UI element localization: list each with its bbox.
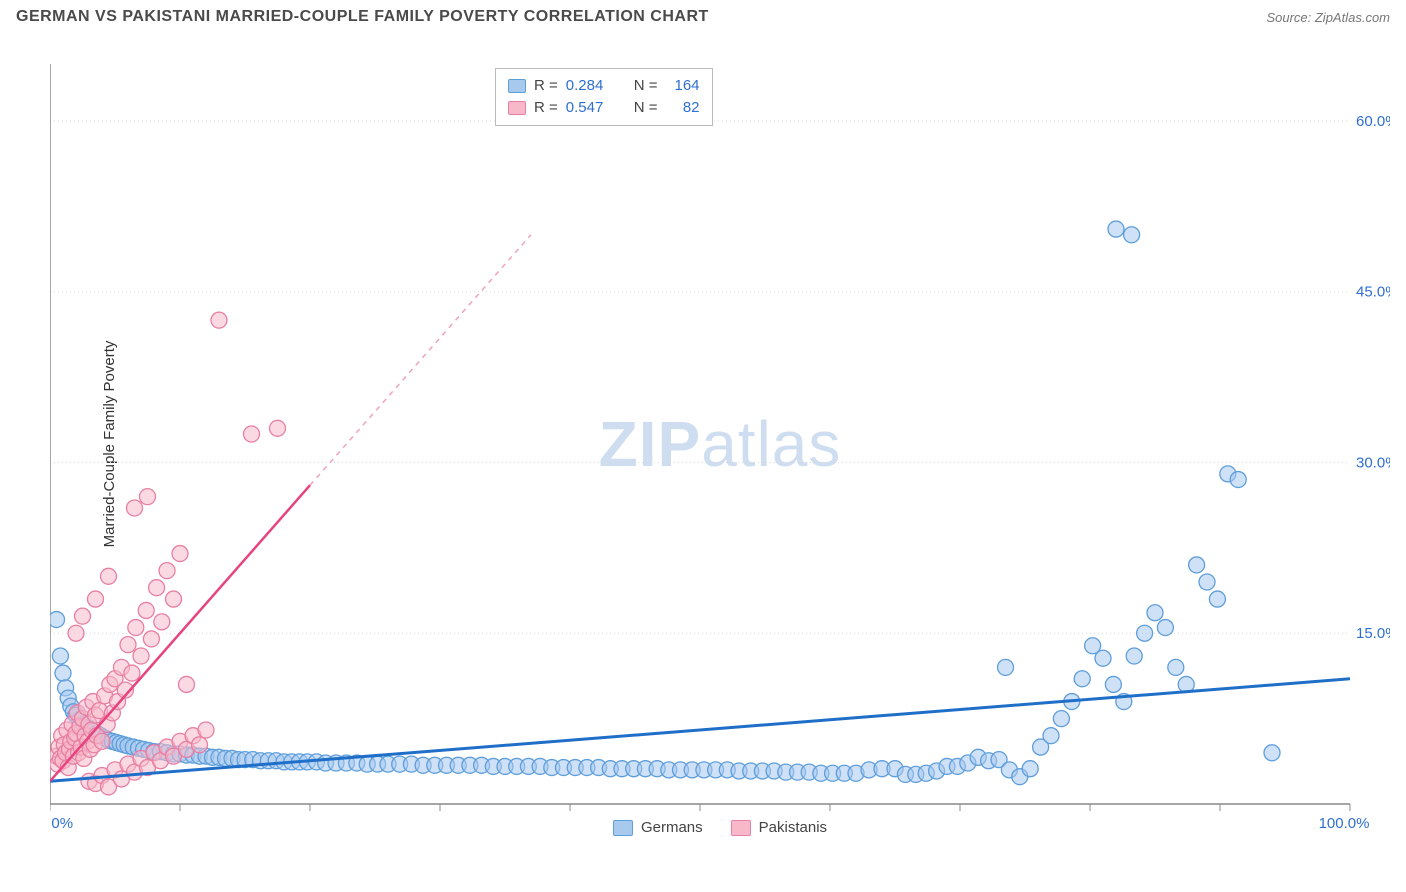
y-tick-label: 30.0%: [1356, 454, 1390, 471]
data-point: [94, 733, 110, 749]
legend-r-label: R =: [534, 75, 558, 97]
data-point: [128, 620, 144, 636]
legend-r-value: 0.547: [566, 97, 616, 119]
data-point: [127, 500, 143, 516]
chart-area: Married-Couple Family Poverty ZIPatlas 1…: [50, 44, 1390, 844]
legend-n-value: 164: [666, 75, 700, 97]
data-point: [50, 612, 65, 628]
scatter-plot: 15.0% 30.0% 45.0% 60.0% 0.0% 100.0%: [50, 44, 1390, 844]
data-point: [1209, 591, 1225, 607]
data-point: [1095, 650, 1111, 666]
series-legend-item: Pakistanis: [731, 819, 827, 836]
legend-r-value: 0.284: [566, 75, 616, 97]
data-point: [52, 648, 68, 664]
legend-swatch-icon: [508, 101, 526, 115]
data-point: [1157, 620, 1173, 636]
data-point: [1189, 557, 1205, 573]
data-point: [1022, 761, 1038, 777]
legend-swatch-icon: [613, 820, 633, 836]
data-point: [1199, 574, 1215, 590]
correlation-legend-box: R = 0.284 N = 164 R = 0.547 N = 82: [495, 68, 713, 126]
series-legend-label: Pakistanis: [759, 819, 827, 836]
legend-n-label: N =: [634, 75, 658, 97]
x-tick-min: 0.0%: [50, 815, 73, 832]
data-point: [1105, 676, 1121, 692]
data-point: [211, 312, 227, 328]
legend-swatch-icon: [508, 79, 526, 93]
y-tick-label: 45.0%: [1356, 284, 1390, 301]
data-point: [149, 580, 165, 596]
data-point: [1264, 745, 1280, 761]
data-point: [101, 568, 117, 584]
data-point: [1108, 221, 1124, 237]
x-tick-max: 100.0%: [1319, 815, 1370, 832]
data-point: [1126, 648, 1142, 664]
data-point: [179, 676, 195, 692]
data-point: [138, 602, 154, 618]
legend-swatch-icon: [731, 820, 751, 836]
data-point: [270, 420, 286, 436]
data-point: [75, 608, 91, 624]
data-point: [1053, 711, 1069, 727]
data-point: [120, 637, 136, 653]
data-point: [998, 659, 1014, 675]
data-point: [1230, 472, 1246, 488]
legend-n-value: 82: [666, 97, 700, 119]
data-point: [140, 489, 156, 505]
data-point: [68, 625, 84, 641]
data-point: [172, 546, 188, 562]
data-point: [192, 737, 208, 753]
data-point: [1168, 659, 1184, 675]
data-point: [124, 665, 140, 681]
data-point: [133, 648, 149, 664]
data-point: [88, 591, 104, 607]
series-legend-label: Germans: [641, 819, 703, 836]
data-point: [143, 631, 159, 647]
chart-header: GERMAN VS PAKISTANI MARRIED-COUPLE FAMIL…: [0, 0, 1406, 30]
data-point: [154, 614, 170, 630]
data-point: [1043, 728, 1059, 744]
data-point: [55, 665, 71, 681]
data-point: [244, 426, 260, 442]
y-tick-label: 15.0%: [1356, 625, 1390, 642]
chart-title: GERMAN VS PAKISTANI MARRIED-COUPLE FAMIL…: [16, 8, 709, 26]
chart-source: Source: ZipAtlas.com: [1266, 10, 1390, 25]
legend-n-label: N =: [634, 97, 658, 119]
data-point: [159, 563, 175, 579]
data-point: [1137, 625, 1153, 641]
data-point: [1124, 227, 1140, 243]
data-point: [1074, 671, 1090, 687]
data-point: [198, 722, 214, 738]
series-legend: Germans Pakistanis: [613, 819, 827, 836]
legend-r-label: R =: [534, 97, 558, 119]
legend-row: R = 0.284 N = 164: [508, 75, 700, 97]
data-point: [166, 591, 182, 607]
regression-line-pakistanis-extrapolated: [310, 235, 531, 485]
y-tick-label: 60.0%: [1356, 113, 1390, 130]
series-legend-item: Germans: [613, 819, 703, 836]
data-point: [1147, 605, 1163, 621]
legend-row: R = 0.547 N = 82: [508, 97, 700, 119]
